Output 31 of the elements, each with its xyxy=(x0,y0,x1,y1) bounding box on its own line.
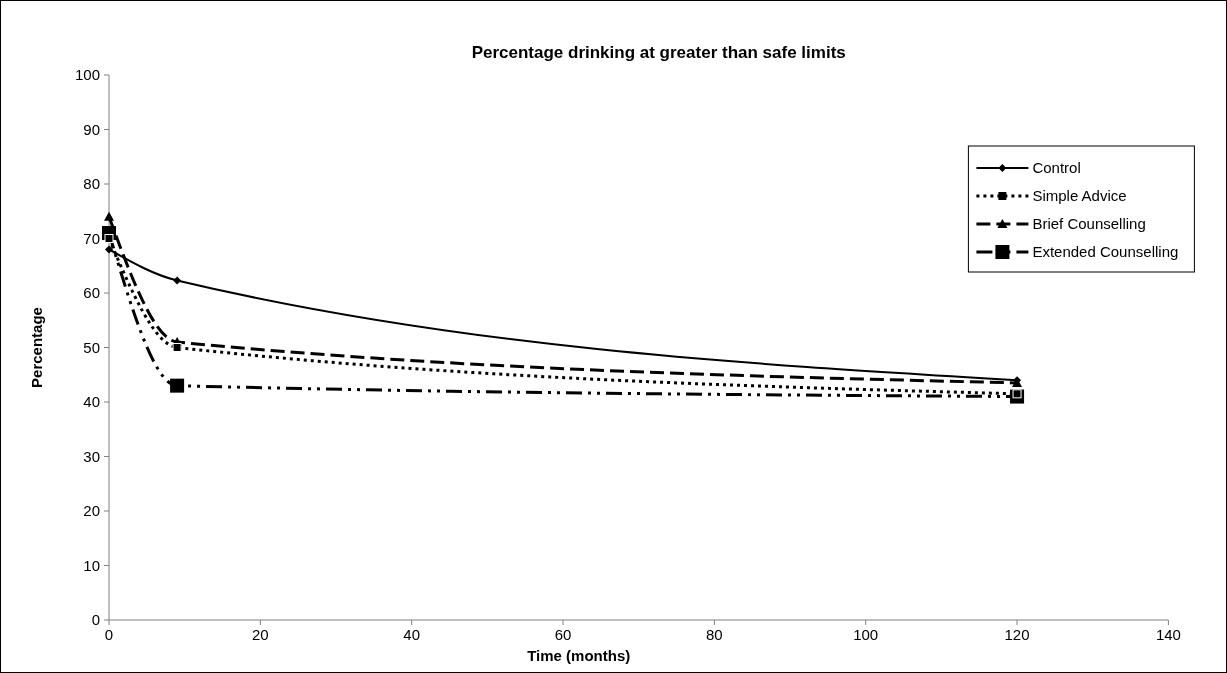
y-tick-label: 20 xyxy=(83,502,100,520)
x-tick-label: 60 xyxy=(554,626,572,643)
y-axis-title: Percentage xyxy=(28,307,45,388)
y-tick-label: 0 xyxy=(91,611,100,629)
x-tick-label: 120 xyxy=(1004,626,1030,643)
legend-label: Simple Advice xyxy=(1032,187,1127,205)
point xyxy=(172,343,182,352)
x-tick-label: 0 xyxy=(104,626,114,643)
chart-title: Percentage drinking at greater than safe limits xyxy=(471,43,846,62)
point xyxy=(104,211,114,221)
point xyxy=(173,276,182,285)
y-tick-label: 90 xyxy=(83,120,100,138)
y-tick-label: 80 xyxy=(83,175,100,193)
y-tick-label: 70 xyxy=(83,229,100,247)
y-tick-label: 100 xyxy=(74,66,100,84)
point xyxy=(105,245,113,254)
point xyxy=(170,378,185,393)
y-tick-label: 30 xyxy=(83,447,100,465)
y-tick-label: 60 xyxy=(83,284,100,302)
x-tick-label: 100 xyxy=(853,626,879,643)
x-tick-label: 80 xyxy=(706,626,723,643)
legend-label: Extended Counselling xyxy=(1032,243,1179,261)
x-tick-label: 40 xyxy=(403,626,421,643)
y-tick-label: 40 xyxy=(83,393,100,411)
y-tick-label: 50 xyxy=(83,338,100,356)
x-tick-label: 20 xyxy=(252,626,269,643)
y-tick-label: 10 xyxy=(83,556,100,574)
x-axis-title: Time (months) xyxy=(527,647,631,664)
legend-label: Brief Counselling xyxy=(1032,215,1146,233)
legend-label: Control xyxy=(1032,159,1081,177)
x-tick-label: 140 xyxy=(1155,626,1181,643)
